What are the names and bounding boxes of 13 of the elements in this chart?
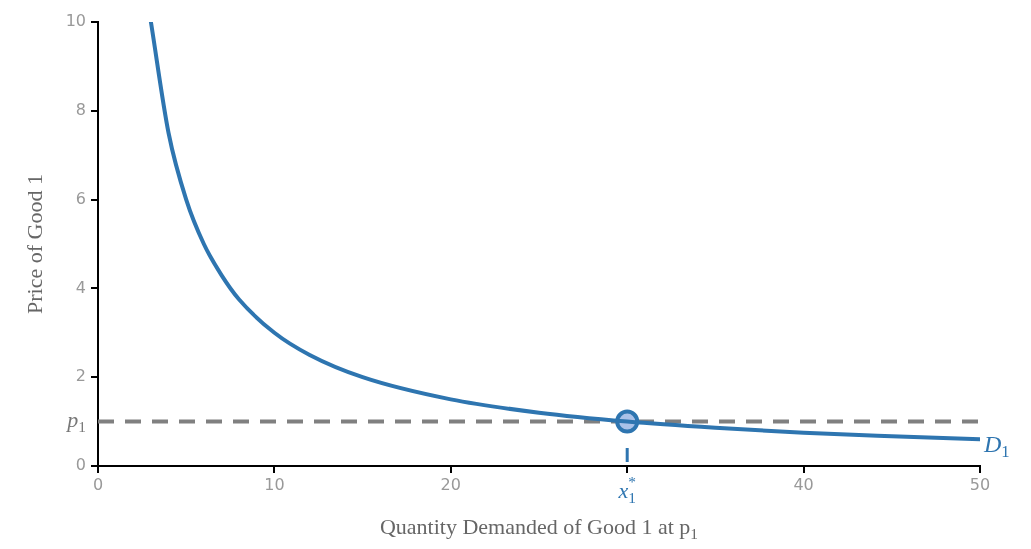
y-tick-label: 10 — [65, 11, 86, 31]
y-tick-label: 6 — [75, 188, 87, 208]
y-tick-label: 8 — [75, 99, 87, 119]
x-tick-label: 50 — [969, 475, 991, 495]
x-tick-label: 20 — [440, 475, 461, 495]
x-tick-label: 10 — [264, 475, 285, 495]
y-tick-label: 2 — [75, 366, 87, 386]
x-tick-label: 0 — [92, 475, 104, 495]
y-axis-title: Price of Good 1 — [21, 174, 47, 314]
x-tick-label: 40 — [793, 475, 814, 495]
line-series — [148, 22, 980, 442]
y-tick-label: 0 — [75, 455, 87, 475]
y-tick-label: 4 — [75, 277, 87, 297]
